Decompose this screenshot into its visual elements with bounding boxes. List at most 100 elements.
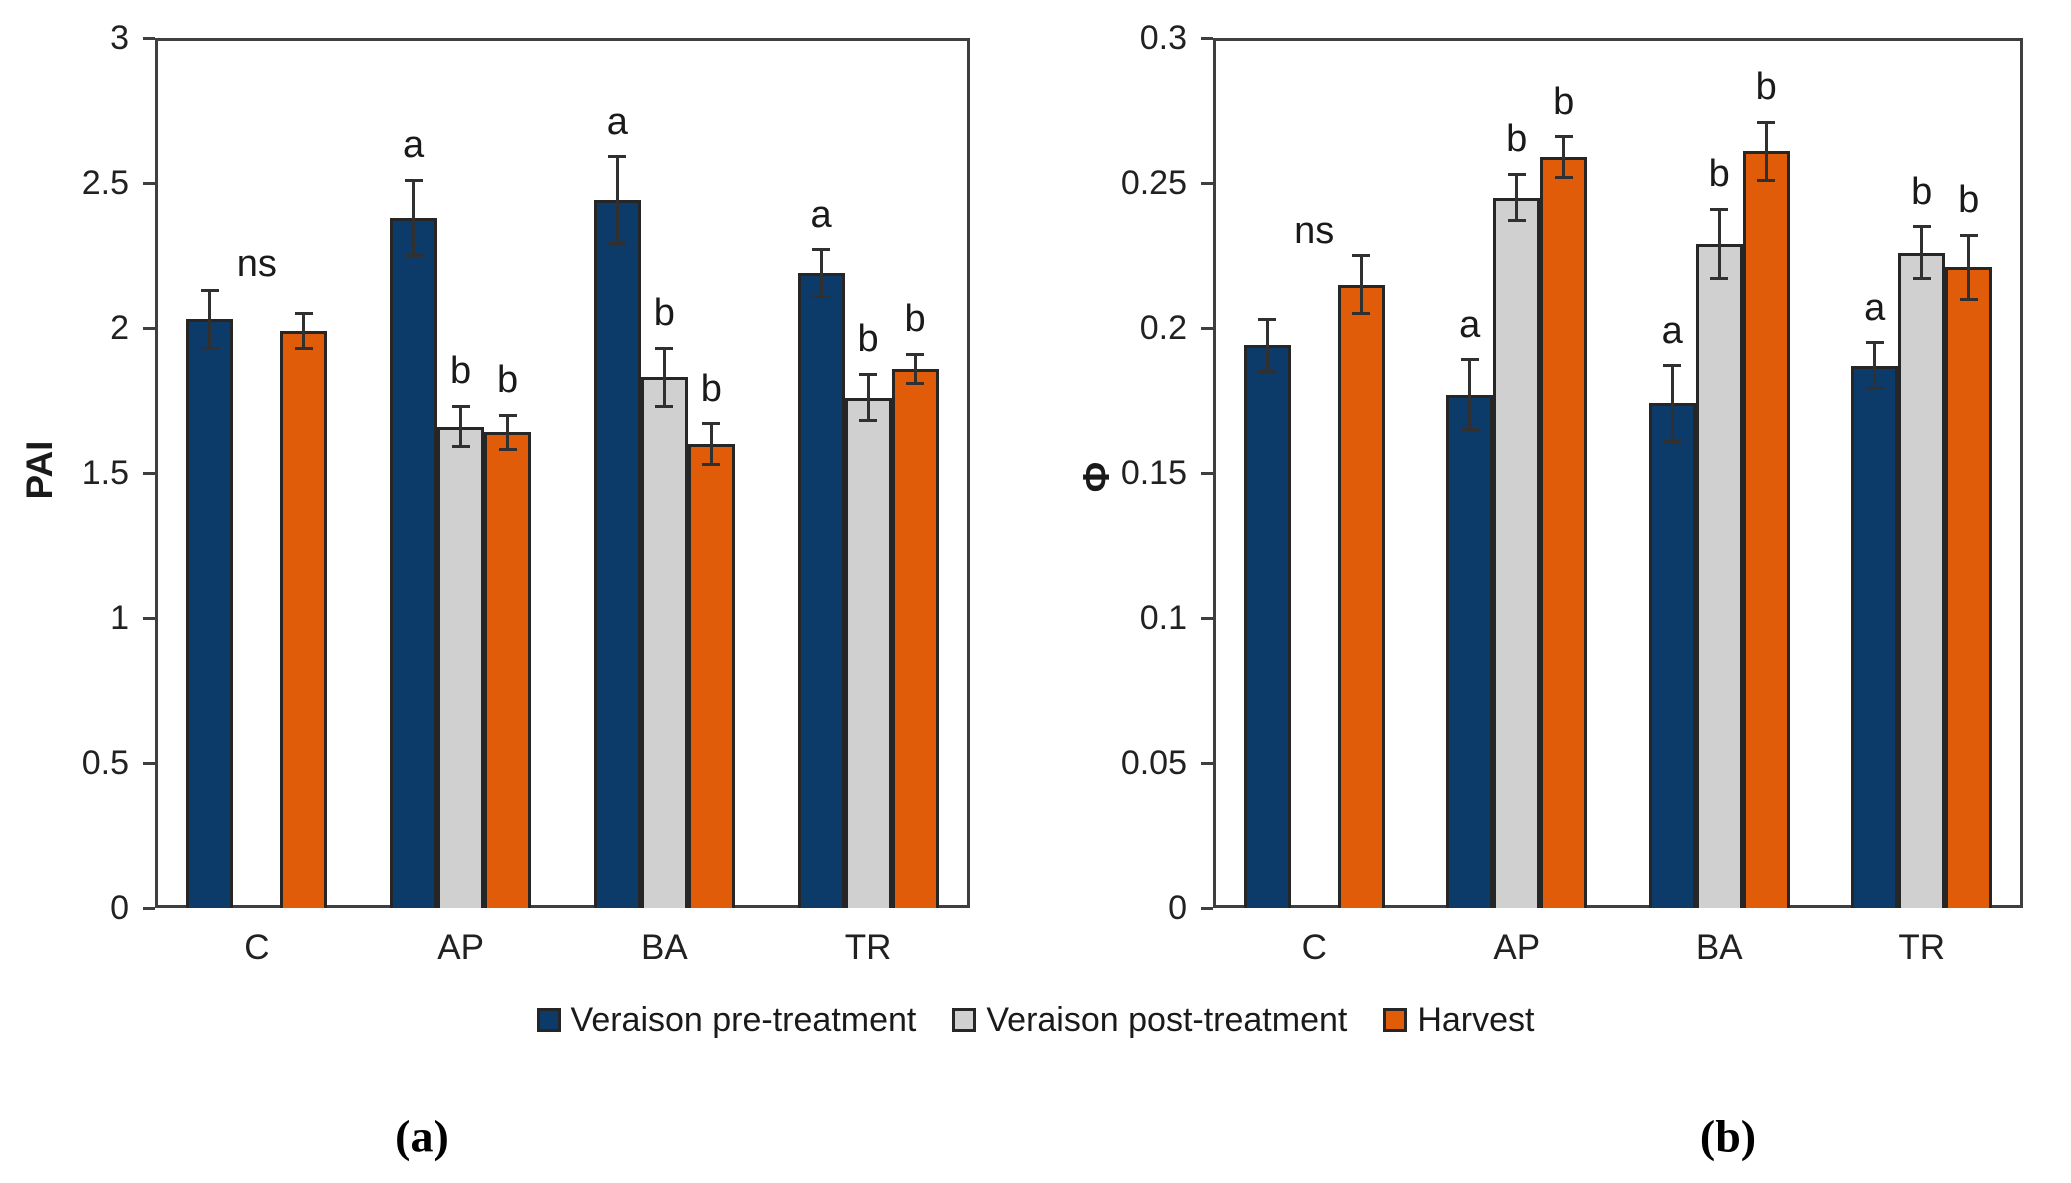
error-bar-line: [1873, 342, 1877, 389]
error-bar-cap: [1352, 312, 1371, 315]
y-tick-mark: [143, 471, 155, 475]
error-bar-line: [1468, 359, 1472, 430]
significance-letter: b: [1911, 170, 1933, 213]
significance-letter: b: [700, 367, 722, 410]
ns-annotation: ns: [236, 243, 277, 286]
legend-item: Veraison post-treatment: [952, 1000, 1347, 1040]
x-tick-label: AP: [437, 928, 484, 967]
bar-gray: [1898, 252, 1946, 908]
ns-annotation: ns: [1294, 209, 1335, 252]
error-bar-cap: [294, 312, 313, 315]
significance-letter: b: [497, 359, 519, 401]
legend-label: Harvest: [1417, 1001, 1535, 1039]
y-axis-label-pai: PAI: [19, 440, 60, 500]
significance-letter: a: [606, 100, 628, 143]
error-bar-line: [1359, 255, 1363, 314]
panel-caption-b: (b): [1699, 1110, 1757, 1162]
error-bar-line: [709, 423, 713, 465]
error-bar-cap: [812, 248, 831, 252]
error-bar-line: [1920, 226, 1924, 279]
error-bar-line: [412, 180, 416, 256]
legend-label: Veraison post-treatment: [986, 1001, 1348, 1039]
error-bar-cap: [655, 346, 674, 350]
legend-swatch-navy: [536, 1008, 561, 1032]
error-bar-cap: [608, 155, 627, 159]
error-bar-line: [459, 406, 463, 447]
bar-gray: [844, 397, 892, 908]
y-tick-label: 0.25: [1120, 164, 1187, 202]
error-bar-cap: [1663, 364, 1682, 368]
error-bar-cap: [608, 242, 627, 246]
y-tick-mark: [143, 181, 155, 185]
y-tick-label: 2: [110, 309, 129, 347]
x-tick-label: C: [1301, 928, 1327, 967]
error-bar-cap: [1710, 207, 1729, 211]
y-tick-mark: [143, 906, 155, 910]
x-tick-label: C: [244, 928, 270, 967]
significance-letter: b: [1708, 153, 1730, 196]
y-tick-mark: [1201, 471, 1213, 475]
legend-swatch-orange: [1383, 1008, 1408, 1032]
y-tick-mark: [143, 761, 155, 765]
error-bar-line: [1670, 365, 1674, 442]
error-bar-line: [1562, 136, 1566, 178]
error-bar-line: [662, 348, 666, 407]
error-bar-line: [208, 290, 212, 349]
y-tick-mark: [143, 36, 155, 40]
error-bar-cap: [1507, 219, 1526, 223]
bar-orange: [1945, 267, 1993, 908]
bar-gray: [1695, 243, 1743, 908]
y-tick-label: 1: [110, 599, 129, 637]
significance-letter: b: [450, 350, 472, 393]
error-bar-cap: [1757, 120, 1776, 124]
error-bar-cap: [702, 462, 721, 466]
y-tick-label: 0.1: [1139, 599, 1187, 637]
error-bar-cap: [451, 445, 470, 449]
legend-swatch-gray: [952, 1008, 977, 1032]
error-bar-cap: [1258, 317, 1277, 321]
error-bar-cap: [812, 294, 831, 298]
error-bar-cap: [1460, 358, 1479, 362]
bar-orange: [891, 368, 939, 908]
error-bar-line: [1764, 122, 1768, 181]
significance-letter: b: [1506, 118, 1528, 161]
bar-gray: [437, 426, 485, 908]
error-bar-cap: [906, 381, 925, 385]
bar-navy: [186, 319, 234, 908]
bar-orange: [1540, 156, 1588, 908]
error-bar-cap: [1554, 135, 1573, 139]
y-tick-label: 0.15: [1120, 454, 1187, 492]
error-bar-cap: [498, 448, 517, 452]
error-bar-cap: [702, 422, 721, 426]
x-tick-label: BA: [641, 928, 688, 967]
y-axis-label-phi: Φ: [1076, 461, 1117, 493]
bar-navy: [593, 200, 641, 908]
y-tick-label: 0.3: [1139, 19, 1187, 57]
bar-orange: [1742, 151, 1790, 908]
bar-navy: [1446, 394, 1494, 908]
y-tick-mark: [143, 616, 155, 620]
y-tick-label: 0: [1168, 889, 1187, 927]
error-bar-line: [506, 415, 510, 450]
error-bar-cap: [859, 419, 878, 423]
y-tick-mark: [1201, 616, 1213, 620]
y-tick-label: 2.5: [81, 164, 129, 202]
legend-label: Veraison pre-treatment: [570, 1001, 917, 1039]
error-bar-line: [615, 156, 619, 244]
error-bar-cap: [1460, 428, 1479, 431]
error-bar-line: [1967, 235, 1971, 299]
error-bar-line: [1515, 174, 1519, 221]
error-bar-cap: [1507, 172, 1526, 176]
significance-letter: b: [653, 292, 675, 335]
error-bar-line: [866, 374, 870, 421]
y-tick-label: 0: [110, 889, 129, 927]
x-tick-label: TR: [1898, 928, 1946, 967]
error-bar-cap: [200, 346, 219, 350]
error-bar-cap: [1865, 387, 1884, 391]
y-tick-label: 0.5: [81, 744, 129, 782]
y-tick-mark: [143, 326, 155, 330]
error-bar-cap: [1912, 225, 1931, 228]
error-bar-cap: [200, 288, 219, 292]
